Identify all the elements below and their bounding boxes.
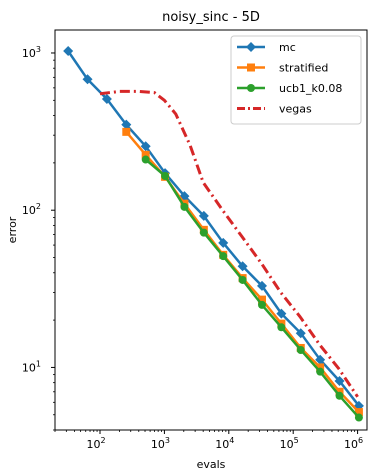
chart-title: noisy_sinc - 5D xyxy=(162,10,260,25)
data-point xyxy=(315,354,326,365)
data-point xyxy=(237,261,248,272)
data-point xyxy=(199,228,208,237)
data-point xyxy=(334,375,345,386)
legend-label: ucb1_k0.08 xyxy=(279,82,342,95)
data-point xyxy=(335,391,344,400)
legend-label: stratified xyxy=(279,62,328,75)
plot-frame xyxy=(54,29,368,431)
data-point xyxy=(276,308,287,319)
data-point xyxy=(198,210,209,221)
series-line-mc xyxy=(67,50,360,407)
data-point xyxy=(82,74,93,85)
legend-marker xyxy=(247,63,255,72)
data-point xyxy=(141,155,150,164)
x-axis-label: evals xyxy=(197,458,226,471)
data-point xyxy=(101,93,112,104)
series-vegas xyxy=(99,89,359,398)
y-axis-label: error xyxy=(6,216,19,243)
data-point xyxy=(63,45,74,56)
data-point xyxy=(295,328,306,339)
data-point xyxy=(296,346,305,355)
data-point xyxy=(219,252,228,261)
data-point xyxy=(256,280,267,291)
legend-label: mc xyxy=(279,41,296,54)
data-point xyxy=(218,237,229,248)
data-point xyxy=(140,141,151,152)
data-point xyxy=(238,275,247,284)
legend-item: vegas xyxy=(237,103,312,116)
legend-label: vegas xyxy=(279,103,312,116)
legend-marker xyxy=(246,42,256,52)
legend-marker xyxy=(247,84,255,92)
data-point xyxy=(180,202,189,211)
series-ucb1_k0.08 xyxy=(141,155,363,422)
data-point xyxy=(277,323,286,332)
data-point xyxy=(161,172,170,181)
legend-item: ucb1_k0.08 xyxy=(237,82,342,95)
data-point xyxy=(121,119,132,130)
data-point xyxy=(257,300,266,309)
series-line-ucb1_k0.08 xyxy=(144,158,360,419)
data-point xyxy=(122,127,131,136)
legend-item: mc xyxy=(237,41,296,54)
legend-item: stratified xyxy=(237,62,328,75)
series-layer xyxy=(63,45,364,422)
legend-box xyxy=(230,35,362,125)
x-axis: 102 103 104 105 106 xyxy=(54,430,363,451)
series-line-vegas xyxy=(99,89,359,398)
data-point xyxy=(316,367,325,376)
data-point xyxy=(354,413,363,422)
